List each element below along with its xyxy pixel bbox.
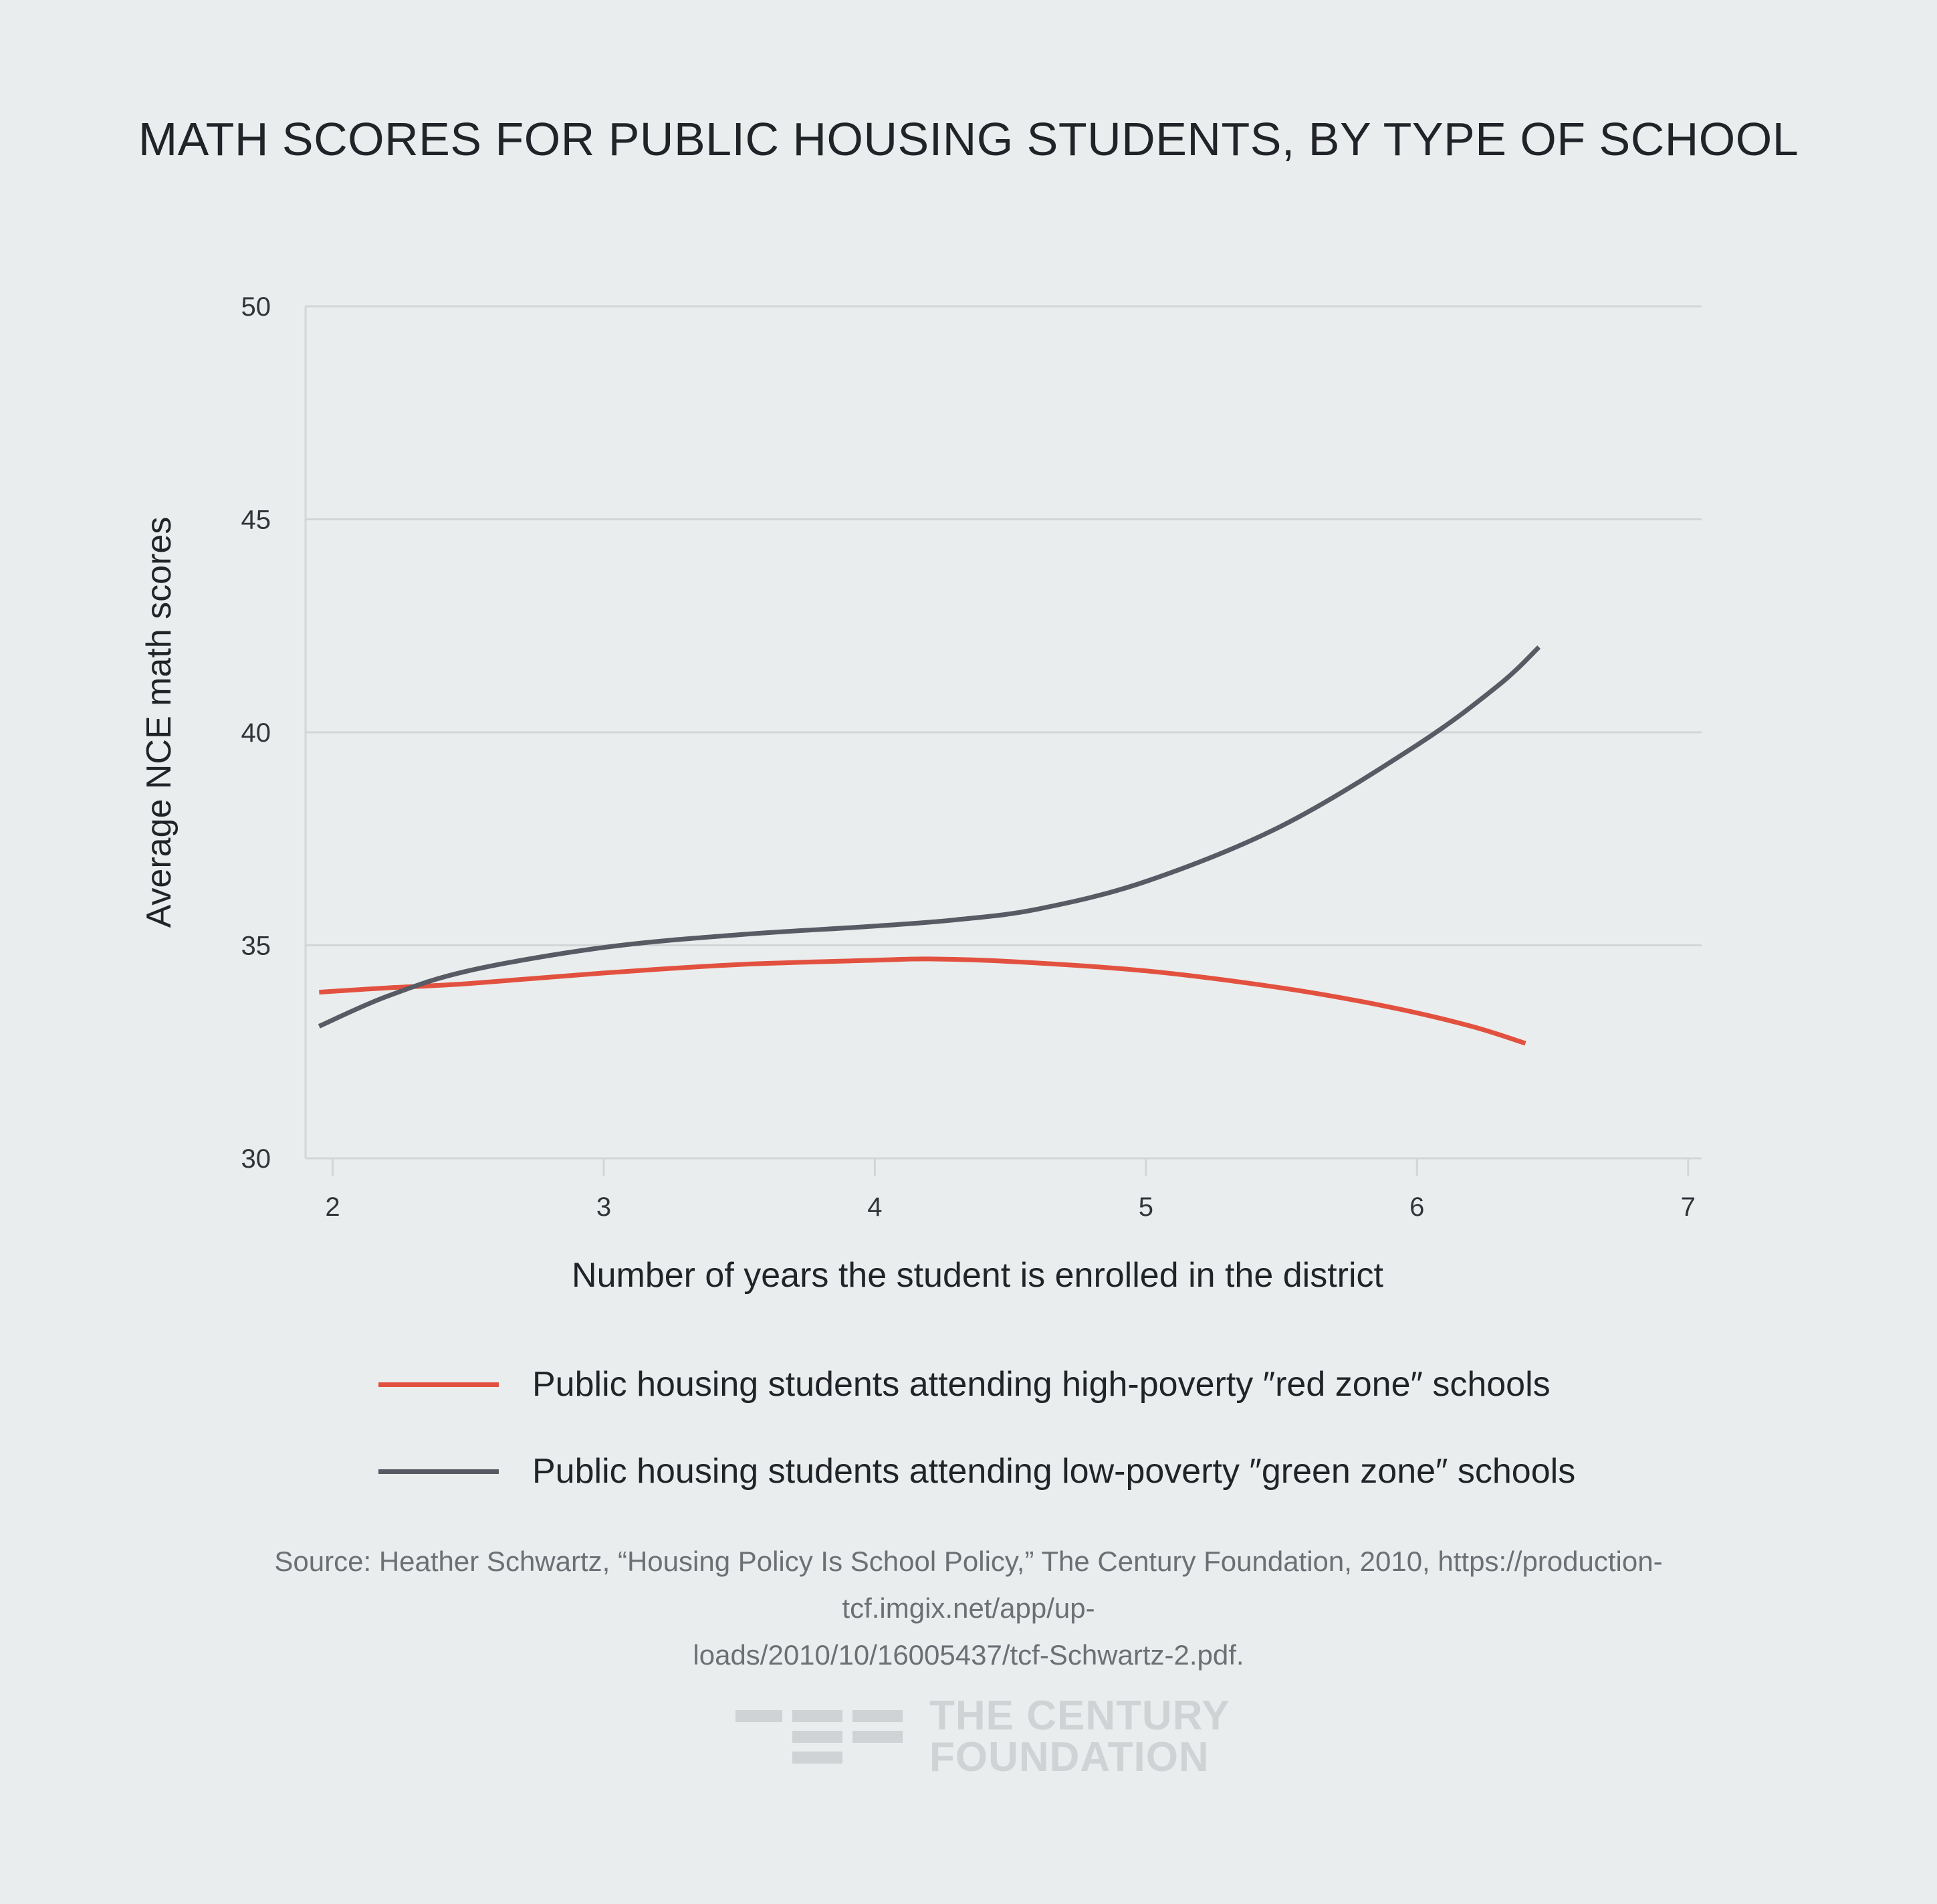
legend: Public housing students attending high-p… (378, 1341, 1575, 1515)
chart-title: MATH SCORES FOR PUBLIC HOUSING STUDENTS,… (138, 113, 1799, 165)
series-line-green-zone (318, 645, 1541, 1029)
x-tick-label-5: 5 (1139, 1192, 1153, 1222)
legend-label-green-zone: Public housing students attending low-po… (532, 1452, 1576, 1491)
y-tick-label-40: 40 (241, 718, 271, 748)
century-foundation-logo: THE CENTURY FOUNDATION (735, 1695, 1230, 1778)
y-tick-label-30: 30 (241, 1144, 271, 1174)
logo-text-line-2: FOUNDATION (929, 1734, 1210, 1780)
x-tick-label-4: 4 (867, 1192, 882, 1222)
grid-lines (306, 305, 1702, 946)
source-line-2: loads/2010/10/16005437/tcf-Schwartz-2.pd… (693, 1639, 1244, 1671)
data-series (318, 645, 1541, 1046)
y-tick-label-45: 45 (241, 506, 271, 535)
source-note: Source: Heather Schwartz, “Housing Polic… (201, 1538, 1736, 1679)
logo-text-line-1: THE CENTURY (929, 1693, 1230, 1739)
y-tick-label-35: 35 (241, 932, 271, 961)
legend-label-red-zone: Public housing students attending high-p… (532, 1365, 1551, 1404)
y-tick-label-50: 50 (241, 292, 271, 322)
series-line-red-zone (319, 956, 1526, 1046)
x-tick-label-3: 3 (596, 1192, 611, 1222)
logo-text: THE CENTURY FOUNDATION (929, 1695, 1230, 1778)
y-axis-label: Average NCE math scores (140, 517, 179, 928)
source-line-1: Source: Heather Schwartz, “Housing Polic… (274, 1546, 1663, 1624)
x-tick-label-7: 7 (1681, 1192, 1696, 1222)
legend-item-green-zone: Public housing students attending low-po… (378, 1428, 1575, 1515)
x-tick-label-2: 2 (325, 1192, 340, 1222)
logo-mark-icon (735, 1710, 903, 1764)
axes (304, 306, 1702, 1160)
x-tick-label-6: 6 (1409, 1192, 1424, 1222)
legend-swatch-green-zone (378, 1469, 499, 1474)
x-axis-label: Number of years the student is enrolled … (572, 1256, 1383, 1295)
legend-item-red-zone: Public housing students attending high-p… (378, 1341, 1575, 1428)
legend-swatch-red-zone (378, 1382, 499, 1387)
